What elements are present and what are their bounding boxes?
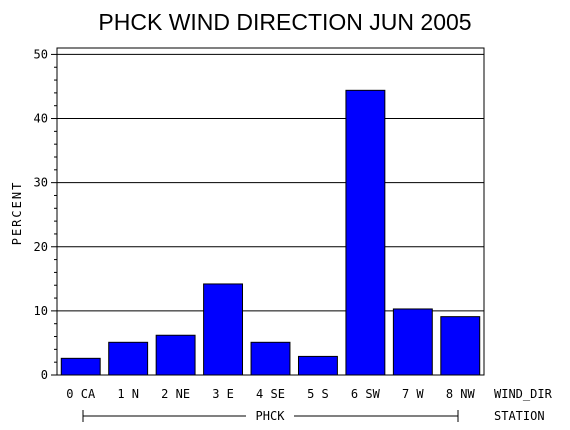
bar-7-w [392,308,433,376]
x-tick-label: 3 E [212,387,234,401]
x-tick-label: 1 N [117,387,139,401]
bar-1-n [108,341,149,376]
y-tick-label: 50 [34,47,48,61]
bar-4-se [250,341,291,376]
bar-0-ca [60,357,101,376]
y-tick-label: 10 [34,304,48,318]
y-tick-label: 30 [34,176,48,190]
y-tick-label: 40 [34,112,48,126]
x-tick-label: 2 NE [161,387,190,401]
chart-title: PHCK WIND DIRECTION JUN 2005 [98,9,471,35]
group-label: PHCK [256,409,286,423]
y-tick-label: 0 [41,368,48,382]
x-axis-labels: 0 CA 1 N 2 NE 3 E 4 SE 5 S 6 SW 7 W 8 NW [66,387,475,401]
grid-lines [57,53,484,312]
group-axis-label: STATION [494,409,545,423]
bar-2-ne [155,334,196,376]
y-axis-label: PERCENT [10,181,24,246]
bar-8-nw [440,316,481,376]
x-tick-label: 8 NW [446,387,476,401]
x-tick-label: 0 CA [66,387,96,401]
x-axis-label: WIND_DIR [494,387,553,401]
y-axis-ticks: 0 10 20 30 40 50 [34,47,57,382]
bar-6-sw [345,89,386,376]
x-tick-label: 6 SW [351,387,381,401]
bars [60,89,481,376]
plot-frame [56,47,485,376]
y-tick-label: 20 [34,240,48,254]
bar-5-s [297,355,338,376]
x-tick-label: 7 W [402,387,424,401]
bar-3-e [203,283,244,376]
x-tick-label: 4 SE [256,387,285,401]
x-tick-label: 5 S [307,387,329,401]
